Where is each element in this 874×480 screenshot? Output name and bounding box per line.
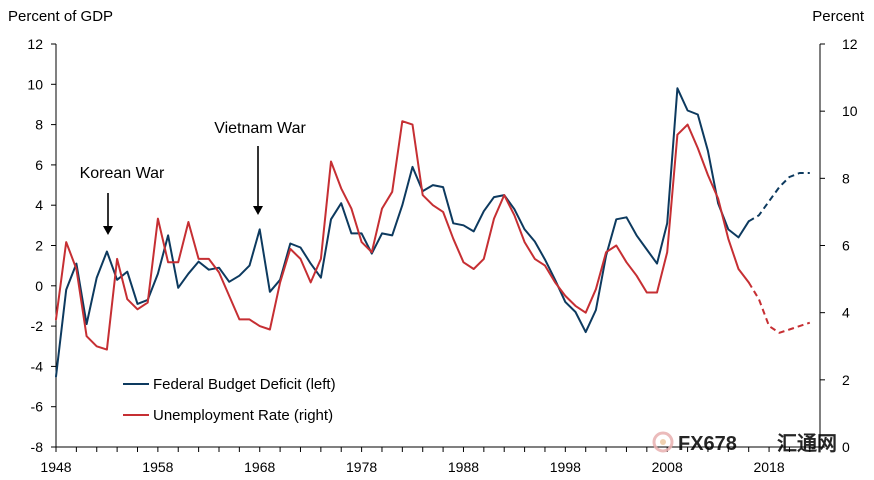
y-right-tick-label: 0 bbox=[842, 439, 850, 455]
legend: Federal Budget Deficit (left) Unemployme… bbox=[123, 376, 336, 424]
x-tick-label: 2018 bbox=[753, 459, 784, 475]
x-tick-label: 1968 bbox=[244, 459, 275, 475]
y-left-tick-label: -2 bbox=[31, 318, 44, 334]
y-right-tick-label: 10 bbox=[842, 103, 858, 119]
y-right-tick-label: 12 bbox=[842, 36, 858, 52]
legend-label-deficit: Federal Budget Deficit (left) bbox=[153, 376, 336, 393]
annotation-vietnam-war: Vietnam War bbox=[214, 120, 306, 137]
y-left-tick-label: 12 bbox=[27, 36, 43, 52]
y-right-tick-label: 8 bbox=[842, 170, 850, 186]
y-left-axis-title: Percent of GDP bbox=[8, 8, 113, 25]
x-tick-label: 2008 bbox=[652, 459, 683, 475]
y-left-tick-label: 10 bbox=[27, 76, 43, 92]
annotation-korean-war-arrowhead bbox=[103, 226, 113, 235]
annotation-korean-war: Korean War bbox=[80, 165, 165, 182]
series-projection-unemployment bbox=[747, 281, 811, 334]
y-left-tick-label: 4 bbox=[35, 197, 43, 213]
y-left-tick-label: -8 bbox=[31, 439, 44, 455]
watermark-logo-icon bbox=[652, 431, 674, 453]
watermark: FX678 汇通网 bbox=[652, 431, 837, 455]
watermark-logo-dot bbox=[660, 439, 666, 445]
x-tick-label: 1948 bbox=[40, 459, 71, 475]
y-right-tick-label: 4 bbox=[842, 305, 850, 321]
axes: 1948 1958 1968 1978 1988 1998 2008 2018-8-6-4-2… bbox=[27, 36, 857, 475]
series-line-unemployment bbox=[55, 120, 750, 351]
x-tick-label: 1988 bbox=[448, 459, 479, 475]
series-line-deficit bbox=[55, 87, 750, 378]
legend-label-unemployment: Unemployment Rate (right) bbox=[153, 407, 333, 424]
series-projection-deficit bbox=[748, 172, 810, 223]
x-tick-label: 1978 bbox=[346, 459, 377, 475]
y-right-tick-label: 6 bbox=[842, 238, 850, 254]
series-layer bbox=[55, 87, 811, 378]
x-tick-label: 1998 bbox=[550, 459, 581, 475]
watermark-text-cn: 汇通网 bbox=[777, 432, 837, 455]
y-right-tick-label: 2 bbox=[842, 372, 850, 388]
watermark-text-latin: FX678 bbox=[678, 433, 737, 455]
y-left-tick-label: 8 bbox=[35, 117, 43, 133]
y-right-axis-title: Percent bbox=[812, 8, 865, 25]
y-left-tick-label: -4 bbox=[31, 358, 44, 374]
annotations: Korean War Vietnam War bbox=[80, 120, 306, 235]
y-left-tick-label: 6 bbox=[35, 157, 43, 173]
y-left-tick-label: -6 bbox=[31, 399, 44, 415]
y-left-tick-label: 0 bbox=[35, 278, 43, 294]
annotation-vietnam-war-arrowhead bbox=[253, 206, 263, 215]
y-left-tick-label: 2 bbox=[35, 238, 43, 254]
x-tick-label: 1958 bbox=[142, 459, 173, 475]
